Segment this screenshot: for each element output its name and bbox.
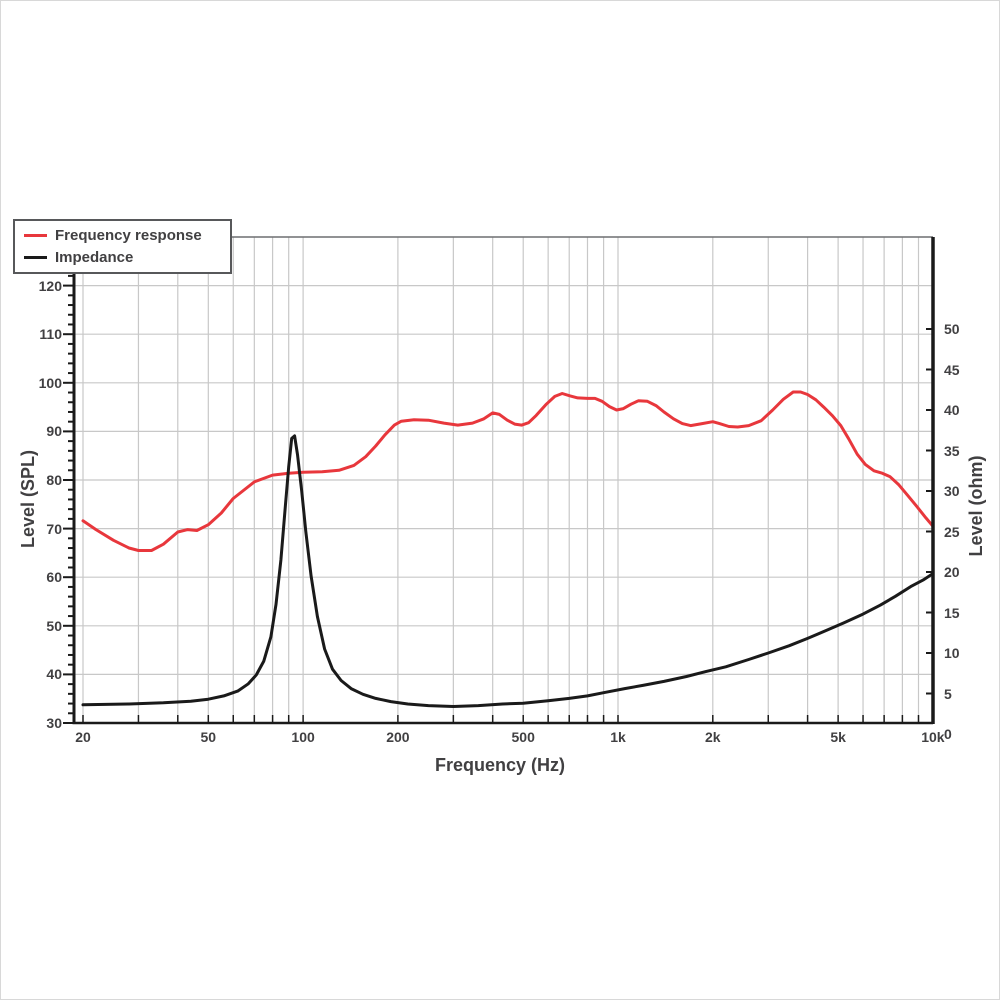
legend-item-impedance: Impedance (24, 249, 230, 266)
y-left-tick-label: 40 (46, 666, 62, 683)
y-left-tick-label: 110 (39, 326, 62, 343)
x-tick-label: 500 (511, 729, 535, 745)
curve-impedance (81, 434, 935, 708)
y-right-tick-label: 40 (944, 402, 960, 418)
y-right-tick-label: 25 (944, 523, 960, 540)
y-left-tick-label: 80 (46, 472, 62, 488)
x-tick-label: 100 (291, 729, 315, 745)
y-left-tick-label: 100 (38, 374, 62, 391)
y-right-tick-label: 0 (944, 726, 952, 742)
y-left-tick-label: 50 (46, 617, 62, 634)
x-tick-label: 200 (386, 729, 410, 745)
y-left-tick-label: 70 (46, 520, 62, 537)
y-right-tick-label: 5 (944, 685, 952, 702)
x-tick-label: 10k (921, 729, 945, 745)
x-tick-label: 1k (610, 729, 626, 745)
curve-frequency-response (81, 390, 935, 552)
legend-label: Impedance (55, 249, 134, 267)
x-axis-title: Frequency (Hz) (434, 755, 566, 775)
x-tick-label: 20 (75, 729, 91, 745)
y-left-axis-title: Level (SPL) (18, 449, 38, 549)
y-left-tick-label: 30 (46, 715, 62, 731)
y-left-tick-label: 60 (46, 569, 62, 586)
y-right-tick-label: 20 (944, 564, 960, 580)
legend-item-frequency-response: Frequency response (24, 227, 230, 244)
y-left-tick-label: 120 (38, 277, 62, 294)
frequency-response-line-swatch (24, 233, 47, 237)
y-right-axis-title: Level (ohm) (966, 455, 986, 557)
x-tick-label: 50 (200, 729, 217, 745)
impedance-line-swatch (24, 256, 47, 260)
x-tick-label: 5k (830, 729, 846, 745)
y-right-tick-label: 50 (944, 321, 960, 337)
legend-label: Frequency response (55, 226, 202, 244)
y-right-tick-label: 30 (944, 483, 960, 499)
y-right-tick-label: 15 (944, 604, 960, 621)
y-right-tick-label: 45 (944, 361, 960, 378)
y-right-tick-label: 35 (944, 442, 960, 459)
y-right-tick-label: 10 (944, 645, 960, 661)
y-left-tick-label: 90 (46, 423, 62, 440)
x-tick-label: 2k (705, 729, 721, 745)
legend: Frequency response Impedance (13, 219, 232, 274)
